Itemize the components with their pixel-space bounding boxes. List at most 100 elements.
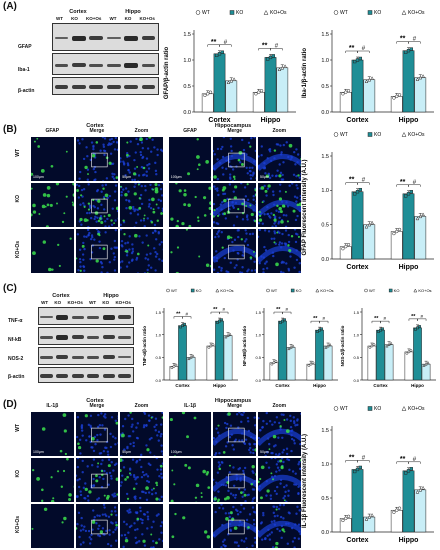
nucleus-dot xyxy=(277,210,281,214)
panel-b-header-hippocampus: Hippocampus xyxy=(214,123,252,129)
nucleus-dot xyxy=(268,419,272,423)
stain-dot xyxy=(249,145,252,148)
legend-marker-wt xyxy=(166,288,170,293)
y-axis-label: TNF-α/β-actin ratio xyxy=(142,326,147,366)
nucleus-dot xyxy=(233,224,236,227)
nucleus-dot xyxy=(296,505,299,509)
blot-band xyxy=(71,335,84,339)
y-tick-label: 1.0 xyxy=(321,188,329,194)
nucleus-dot xyxy=(114,513,118,517)
micrograph-stain xyxy=(186,138,212,179)
nucleus-dot xyxy=(275,547,278,548)
data-point xyxy=(364,517,369,521)
zoom-box xyxy=(90,519,108,535)
blot-band xyxy=(102,314,116,320)
row-label-wt: WT xyxy=(15,149,21,157)
nucleus-dot xyxy=(96,527,100,530)
nucleus-dot xyxy=(75,183,78,187)
nucleus-dot xyxy=(78,452,82,455)
stain-dot xyxy=(38,213,41,216)
stain-dot xyxy=(57,243,60,246)
stain-dot xyxy=(202,196,206,200)
nucleus-dot xyxy=(273,237,276,240)
stain-dot xyxy=(234,185,238,189)
stain-dot xyxy=(75,257,77,260)
nucleus-dot xyxy=(112,495,115,498)
nucleus-dot xyxy=(103,137,106,140)
nucleus-dot xyxy=(293,483,296,486)
stain-dot xyxy=(102,197,105,200)
bar-ko-os-hippo xyxy=(414,489,427,533)
stain-dot xyxy=(137,252,140,256)
nucleus-dot xyxy=(157,232,161,235)
stain-dot xyxy=(181,222,185,226)
stain-dot xyxy=(101,187,105,190)
nucleus-dot xyxy=(240,183,243,185)
stain-dot xyxy=(90,436,95,441)
nucleus-dot xyxy=(140,184,144,188)
nucleus-dot xyxy=(120,244,124,247)
legend-marker-wt xyxy=(333,132,339,137)
tissue-layer xyxy=(257,200,301,217)
nucleus-dot xyxy=(95,216,99,219)
nucleus-dot xyxy=(113,255,116,259)
stain-dot xyxy=(152,210,156,214)
stain-dot xyxy=(173,483,176,486)
data-point xyxy=(421,485,425,490)
nucleus-dot xyxy=(107,515,110,519)
nucleus-dot xyxy=(213,221,216,224)
nucleus-dot xyxy=(297,463,300,466)
nucleus-dot xyxy=(128,154,131,158)
stain-dot xyxy=(42,193,47,197)
nucleus-dot xyxy=(114,539,117,542)
nucleus-dot xyxy=(238,439,241,442)
stain-dot xyxy=(81,244,85,248)
sig-marker: # xyxy=(413,37,417,43)
micrograph xyxy=(212,457,257,503)
nucleus-dot xyxy=(221,201,224,204)
nucleus-dot xyxy=(295,200,298,203)
nucleus-dot xyxy=(218,265,221,269)
nucleus-dot xyxy=(117,161,119,164)
nucleus-dot xyxy=(255,215,256,218)
nucleus-dot xyxy=(285,214,288,217)
blot-band xyxy=(124,35,138,41)
nucleus-dot xyxy=(120,266,122,269)
stain-dot xyxy=(200,492,203,494)
nucleus-dot xyxy=(113,437,117,440)
stain-dot xyxy=(42,240,46,244)
nucleus-dot xyxy=(282,161,285,164)
blot-band xyxy=(71,355,84,359)
stain-dot xyxy=(115,477,119,481)
nucleus-dot xyxy=(253,260,256,263)
stain-dot xyxy=(273,241,276,244)
nucleus-dot xyxy=(275,209,278,212)
nucleus-dot xyxy=(111,522,114,525)
nucleus-dot xyxy=(76,233,79,236)
nucleus-dot xyxy=(237,229,241,232)
nucleus-dot xyxy=(113,506,116,509)
y-tick-label: 1.0 xyxy=(155,332,161,337)
micrograph: 100μm xyxy=(30,411,75,457)
nucleus-dot xyxy=(145,174,149,177)
micrograph xyxy=(74,411,120,457)
nucleus-dot xyxy=(276,466,280,469)
stain-dot xyxy=(65,195,68,198)
scale-bar-100: 100μm xyxy=(170,175,182,179)
bar-wt-cortex xyxy=(367,345,377,381)
scale-bar-100: 100μm xyxy=(170,450,182,454)
micrograph-stain xyxy=(75,504,118,548)
nucleus-dot xyxy=(281,232,284,236)
stain-dot xyxy=(133,172,137,176)
nucleus-dot xyxy=(77,535,81,539)
nucleus-dot xyxy=(111,207,114,210)
data-point xyxy=(409,349,413,352)
data-point xyxy=(372,343,376,346)
nucleus-dot xyxy=(247,420,250,423)
nucleus-dot xyxy=(113,528,117,531)
micrograph-grid-b: GFAP Merge Zoom GFAP Merge Zoom WT 100μm 50μm 100… xyxy=(15,128,302,274)
nucleus-dot xyxy=(280,536,283,540)
nucleus-dot xyxy=(82,486,85,490)
nucleus-dot xyxy=(282,413,285,417)
nucleus-dot xyxy=(84,529,87,533)
